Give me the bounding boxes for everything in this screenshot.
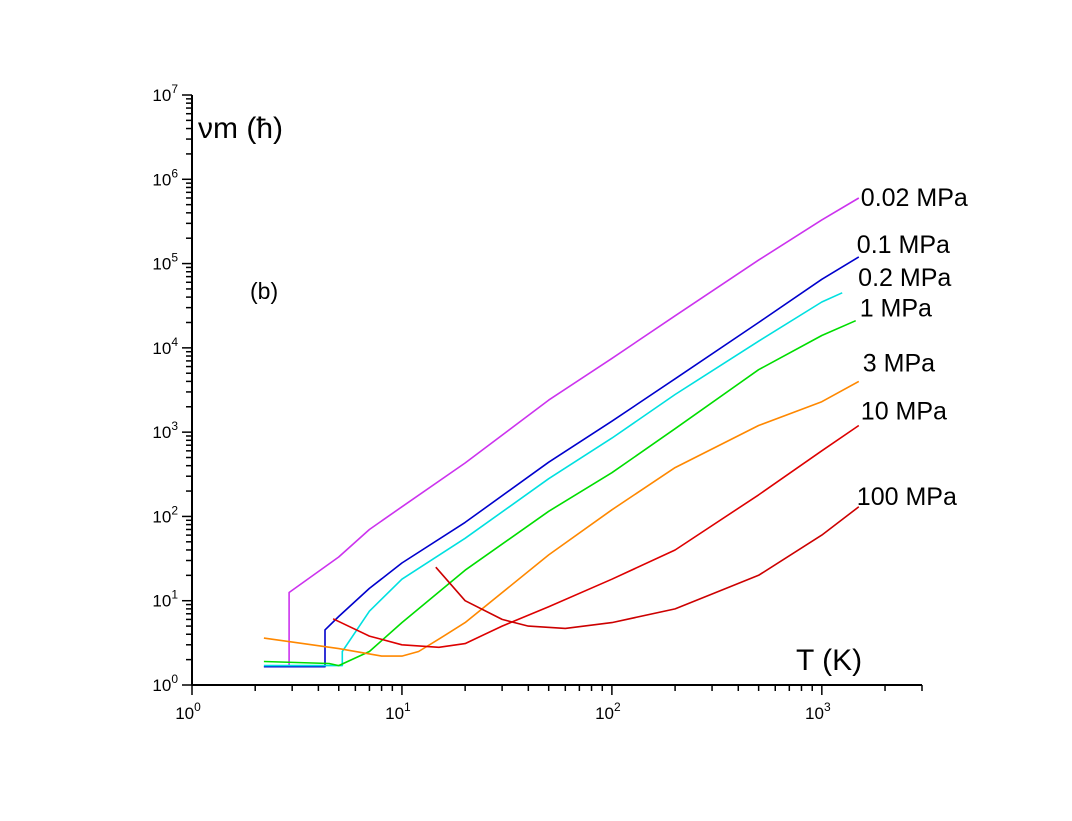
y-tick-label: 101 [152,588,178,611]
series-line-3-mpa [263,380,860,657]
y-tick-label: 102 [152,503,178,526]
y-tick-label: 105 [152,251,178,274]
series-lines [263,197,860,668]
series-label: 10 MPa [861,397,947,425]
x-tick-label: 103 [805,700,831,723]
y-tick-label: 100 [152,672,178,695]
series-labels: 0.02 MPa 0.1 MPa 0.2 MPa 1 MPa 3 MPa 10 MPa 10… [857,184,968,511]
series-line-0-02-mpa [263,197,860,668]
series-line-0-2-mpa [263,292,843,667]
series-label: 100 MPa [857,483,957,511]
series-line-10-mpa [332,424,860,649]
series-label: 0.2 MPa [858,264,951,292]
panel-label: (b) [250,278,278,304]
y-tick-label: 106 [152,166,178,189]
y-tick-label: 107 [152,82,178,105]
x-axis-title: T (K) [796,644,862,677]
series-label: 0.02 MPa [861,184,968,212]
series-label: 0.1 MPa [857,231,950,259]
series-line-100-mpa [435,506,860,630]
x-tick-label: 102 [595,700,621,723]
series-label: 1 MPa [860,295,932,323]
x-tick-label: 100 [175,700,201,723]
y-tick-label: 104 [152,335,178,358]
series-line-1-mpa [263,319,857,667]
y-axis-title: νm (ħ) [198,112,283,145]
x-tick-label: 101 [385,700,411,723]
series-label: 3 MPa [863,349,935,377]
series-line-0-1-mpa [263,256,860,668]
axes: 100 101 102 103 100 101 102 103 104 105 106 107 [152,82,923,723]
y-tick-label: 103 [152,419,178,442]
